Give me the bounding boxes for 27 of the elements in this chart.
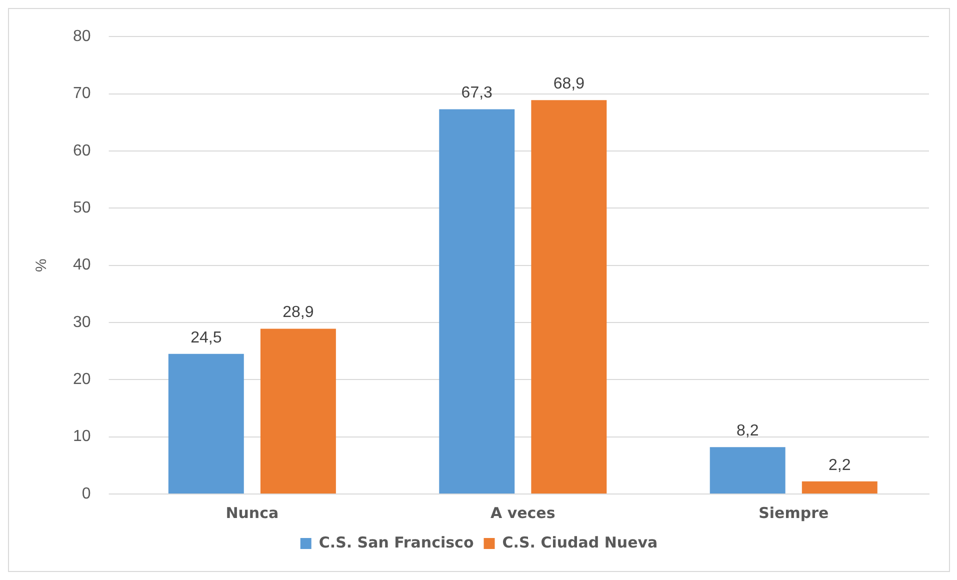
x-tick-label: Siempre (758, 504, 829, 522)
y-tick-label: 70 (73, 85, 91, 102)
x-tick-label: Nunca (226, 504, 279, 522)
bar (802, 481, 878, 494)
legend-label: C.S. San Francisco (318, 533, 474, 552)
bar (260, 328, 336, 494)
data-label: 2,2 (828, 456, 851, 474)
legend-label: C.S. Ciudad Nueva (502, 533, 658, 552)
bar (710, 447, 786, 494)
y-tick-label: 10 (73, 428, 91, 446)
y-tick-label: 0 (82, 485, 91, 502)
bar (531, 100, 607, 494)
data-label: 24,5 (190, 329, 222, 346)
y-axis-title: % (33, 258, 50, 272)
bar (168, 354, 244, 494)
y-tick-label: 60 (73, 142, 91, 160)
y-tick-label: 80 (73, 28, 91, 46)
x-tick-label: A veces (490, 504, 556, 522)
data-label: 68,9 (553, 75, 585, 92)
data-label: 28,9 (282, 304, 314, 322)
data-label: 67,3 (461, 84, 493, 102)
y-tick-label: 50 (73, 200, 91, 217)
bar (439, 109, 515, 494)
y-tick-label: 20 (73, 371, 91, 388)
y-tick-label: 40 (73, 256, 91, 274)
y-tick-label: 30 (73, 314, 91, 331)
data-label: 8,2 (736, 422, 759, 440)
